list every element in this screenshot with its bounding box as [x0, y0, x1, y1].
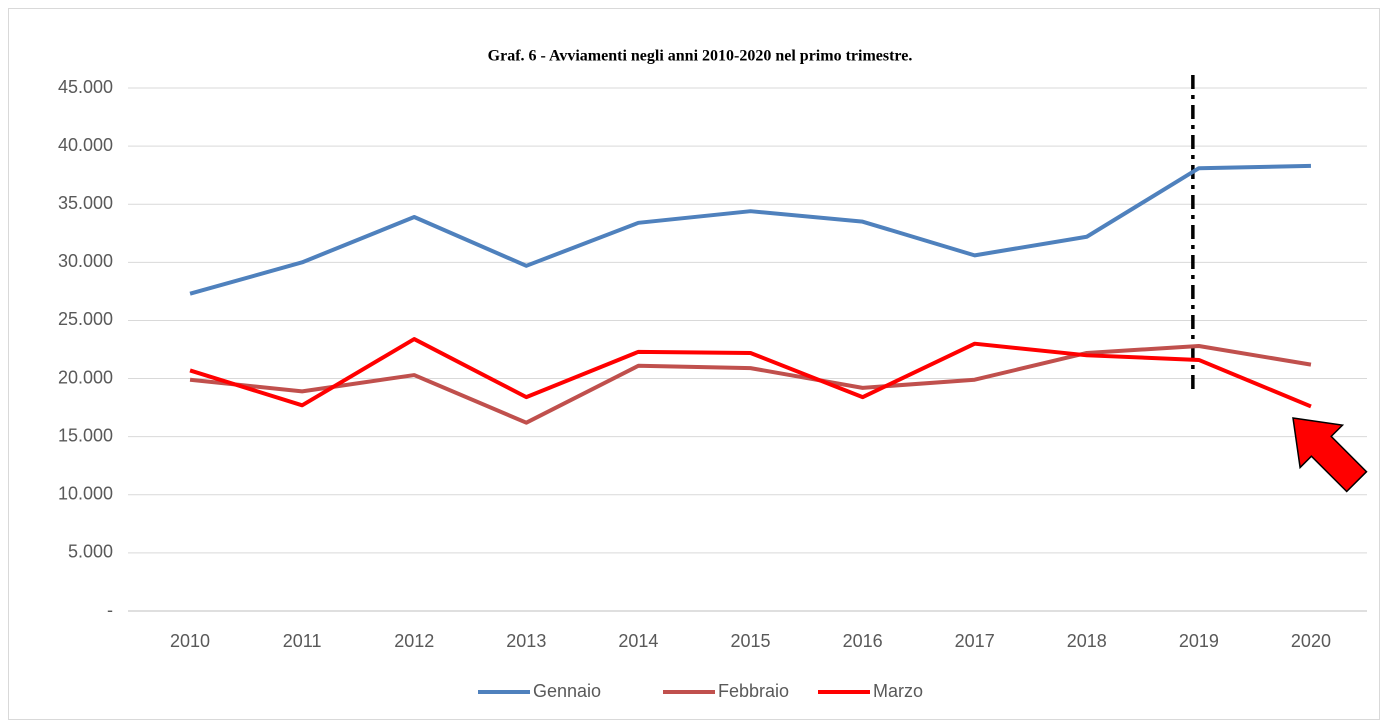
- series-line: [189, 337, 1312, 409]
- y-tick-label: 5.000: [68, 542, 113, 562]
- series-line: [189, 344, 1312, 425]
- chart-title: Graf. 6 - Avviamenti negli anni 2010-202…: [488, 48, 913, 65]
- x-tick-label: 2020: [1291, 631, 1331, 651]
- y-tick-label: 15.000: [58, 425, 113, 445]
- x-tick-label: 2017: [955, 631, 995, 651]
- legend-label: Gennaio: [533, 681, 601, 701]
- x-tick-label: 2012: [394, 631, 434, 651]
- y-tick-label: 40.000: [58, 135, 113, 155]
- x-tick-label: 2019: [1179, 631, 1219, 651]
- legend-label: Febbraio: [718, 681, 789, 701]
- y-tick-label: 35.000: [58, 193, 113, 213]
- y-tick-label: 20.000: [58, 367, 113, 387]
- x-tick-label: 2015: [730, 631, 770, 651]
- x-tick-label: 2014: [618, 631, 658, 651]
- x-tick-label: 2010: [170, 631, 210, 651]
- y-tick-label: -: [107, 600, 113, 620]
- chart-border: [8, 8, 1380, 720]
- x-tick-label: 2018: [1067, 631, 1107, 651]
- legend-label: Marzo: [873, 681, 923, 701]
- y-tick-label: 45.000: [58, 77, 113, 97]
- x-tick-label: 2011: [283, 631, 322, 651]
- x-tick-label: 2016: [843, 631, 883, 651]
- x-tick-label: 2013: [506, 631, 546, 651]
- series-line: [189, 163, 1311, 296]
- y-tick-label: 10.000: [58, 484, 113, 504]
- arrow-annotation: [1292, 417, 1368, 493]
- y-tick-label: 30.000: [58, 251, 113, 271]
- y-tick-label: 25.000: [58, 309, 113, 329]
